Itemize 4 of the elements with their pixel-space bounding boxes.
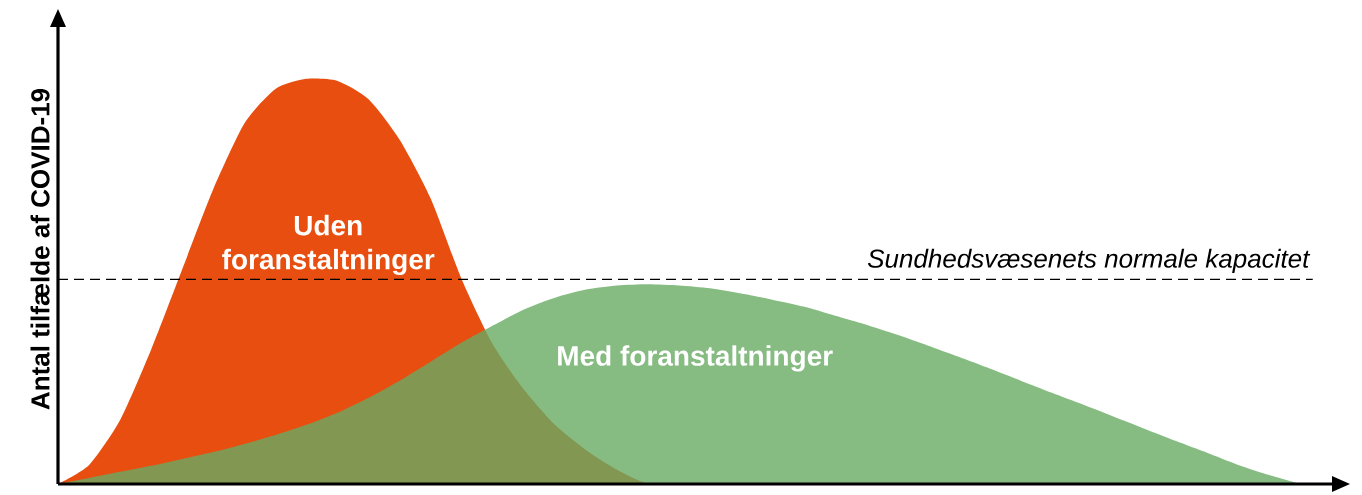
y-axis-title: Antal tilfælde af COVID-19 [30,88,50,410]
ref-line-label: Sundhedsvæsenets normale kapacitet [867,248,1311,274]
series-label: Uden foranstaltninger [222,214,435,276]
series-label: Med foranstaltninger [558,345,833,372]
